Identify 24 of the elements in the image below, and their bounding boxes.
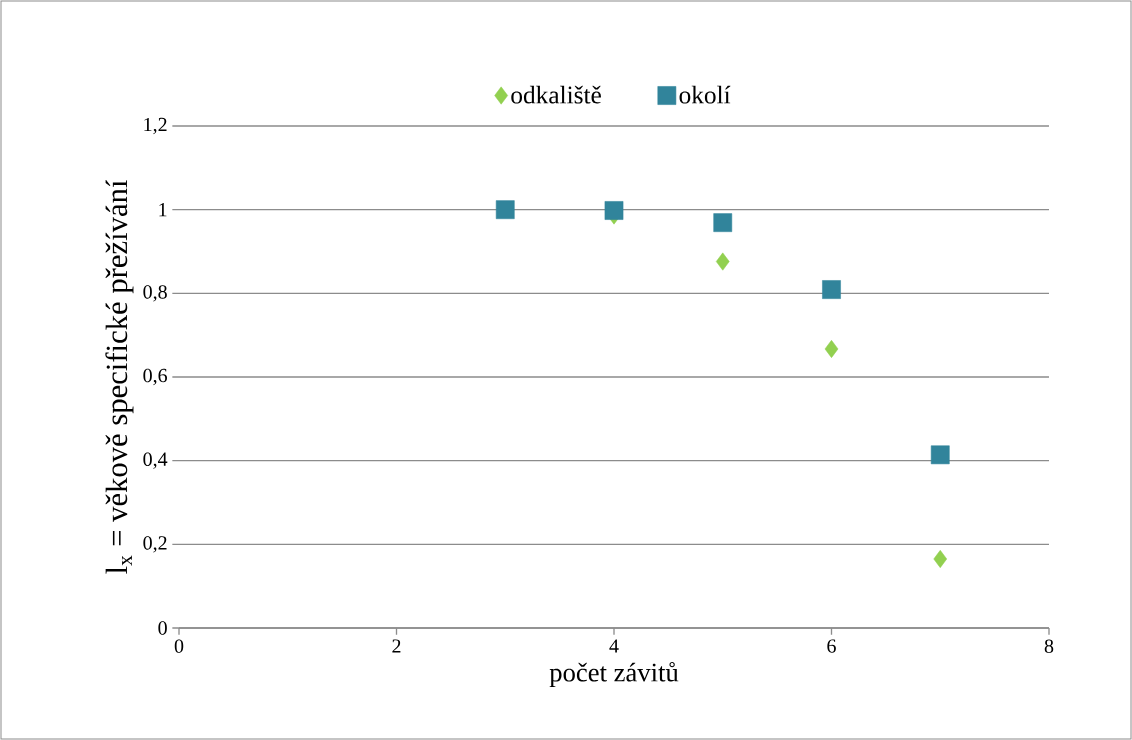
point: [715, 252, 730, 271]
point: [713, 213, 733, 232]
y-tick-label: 1,2: [144, 117, 167, 135]
y-tick-label: 0,4: [143, 452, 168, 469]
x-tick-label: 0: [174, 639, 184, 653]
x-tick-label: 6: [827, 639, 836, 653]
point: [933, 550, 948, 568]
x-tick-label: 8: [1044, 639, 1054, 653]
y-tick-label: 0,2: [143, 536, 167, 553]
y-tick-label: 1: [159, 203, 167, 217]
point: [824, 340, 839, 358]
x-axis-title: počet závitů: [549, 662, 679, 687]
y-axis-title: l$_{x}$ = věkově specifické přežívání: [105, 179, 134, 574]
x-tick-label: 2: [392, 639, 401, 653]
legend-label: odkaliště: [511, 85, 601, 104]
legend-label: okolí: [679, 85, 731, 104]
y-tick-label: 0: [158, 621, 167, 635]
point: [604, 201, 624, 220]
point: [495, 200, 515, 219]
point: [930, 445, 950, 465]
y-tick-label: 0,6: [143, 368, 168, 386]
y-tick-label: 0,8: [143, 285, 167, 302]
x-tick-label: 4: [609, 639, 619, 653]
point: [822, 280, 841, 299]
